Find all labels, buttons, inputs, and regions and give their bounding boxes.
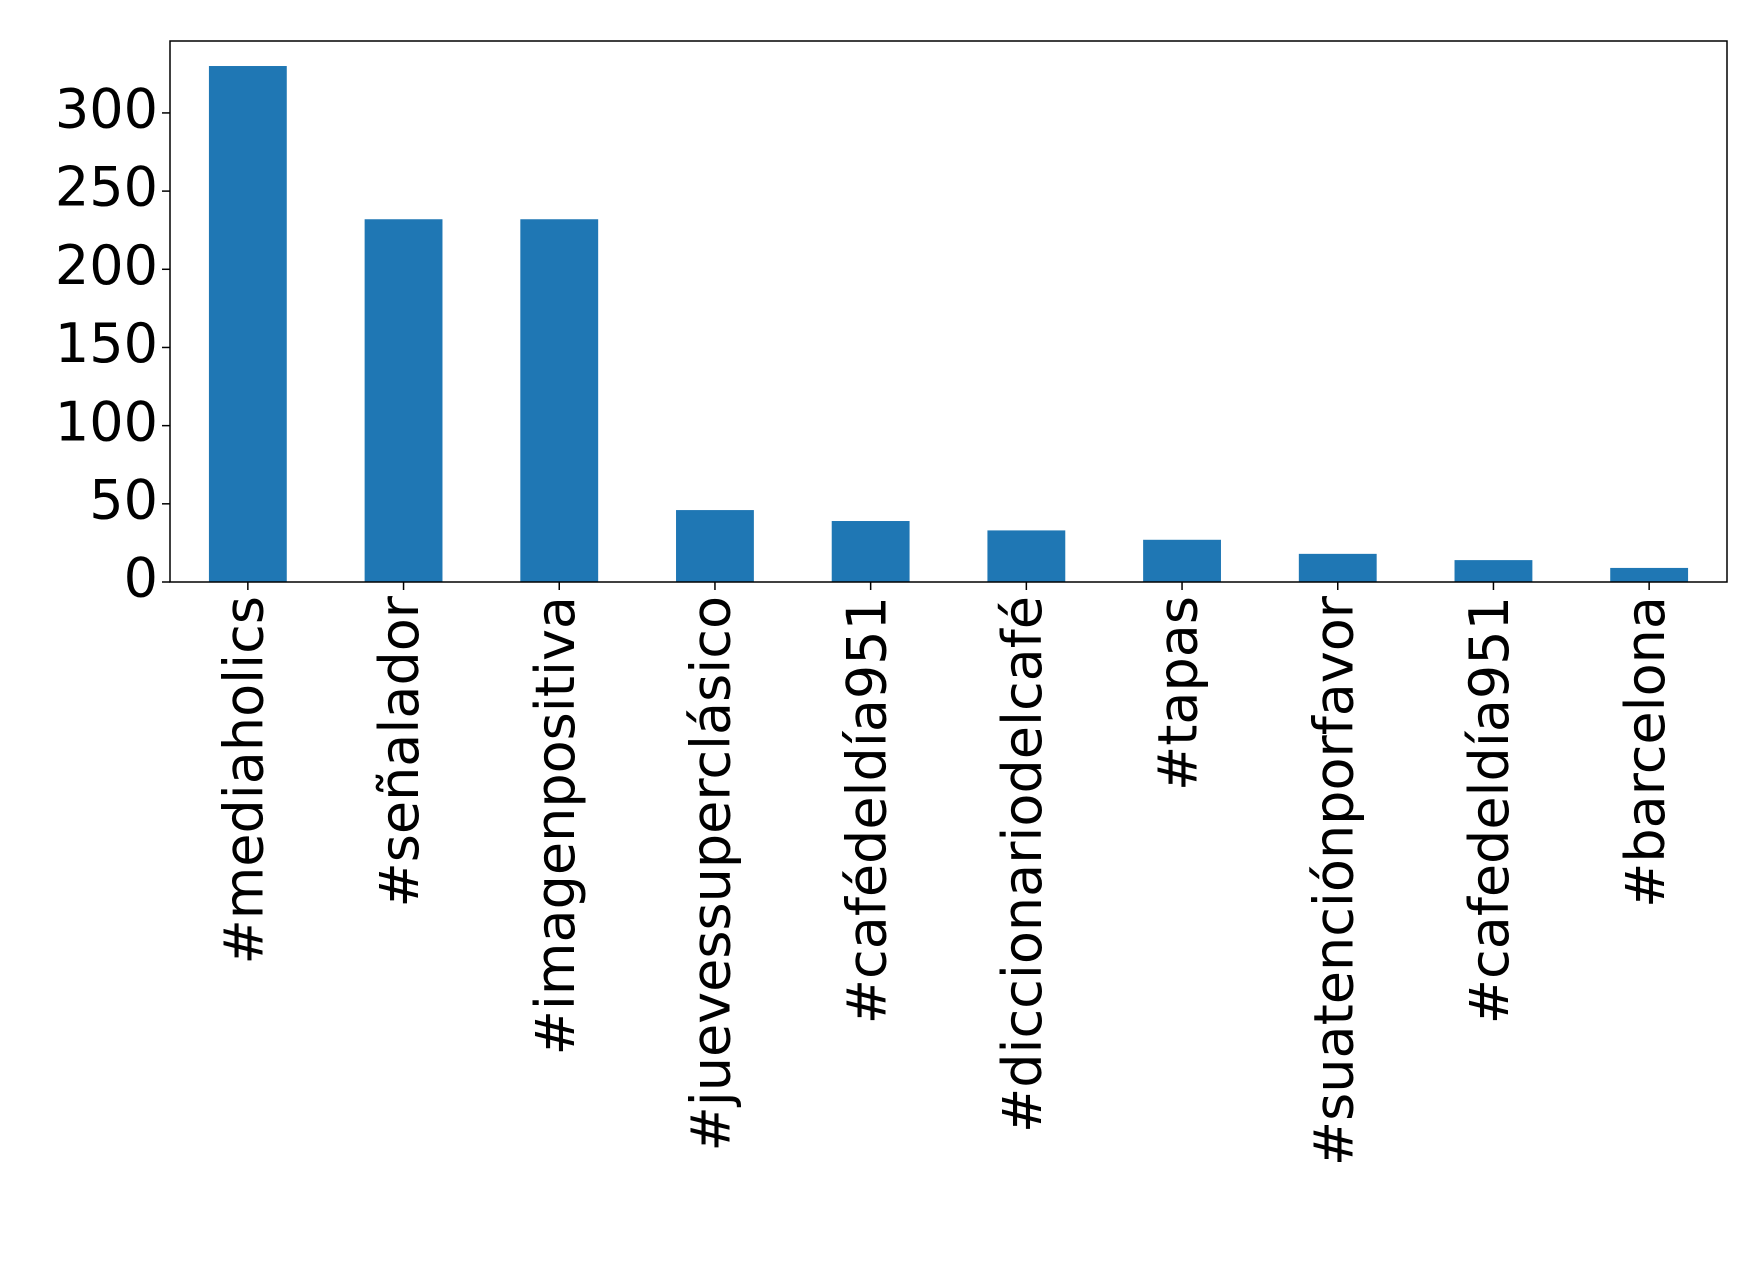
x-tick-label: #suatenciónporfavor (1302, 595, 1365, 1166)
y-tick-label: 0 (124, 547, 158, 610)
x-tick-label: #barcelona (1614, 596, 1677, 908)
y-tick-label: 150 (55, 312, 158, 375)
bar (831, 521, 910, 582)
x-tick-label: #señalador (368, 595, 431, 907)
bar (1143, 539, 1221, 582)
x-tick-label: #tapas (1147, 596, 1210, 791)
bar (208, 66, 287, 583)
x-tick-label: #imagenpositiva (524, 596, 587, 1055)
bar (1454, 560, 1533, 582)
x-tick-label: #juevessuperclásico (680, 596, 743, 1152)
bar (1610, 567, 1689, 582)
bar (364, 219, 443, 583)
bar (676, 510, 754, 582)
y-tick-label: 250 (55, 156, 158, 219)
y-tick-label: 100 (55, 390, 158, 453)
bar (1298, 553, 1377, 582)
bar (987, 530, 1066, 582)
bar (520, 219, 599, 583)
y-tick-label: 200 (55, 234, 158, 297)
y-tick-label: 300 (55, 78, 158, 141)
x-tick-label: #mediaholics (212, 596, 275, 965)
plot-frame (169, 40, 1728, 583)
y-tick-label: 50 (89, 468, 158, 531)
x-tick-label: #cafedeldía951 (1458, 596, 1521, 1024)
x-tick-label: #diccionariodelcafé (991, 596, 1054, 1133)
x-tick-label: #cafédeldía951 (835, 596, 898, 1024)
